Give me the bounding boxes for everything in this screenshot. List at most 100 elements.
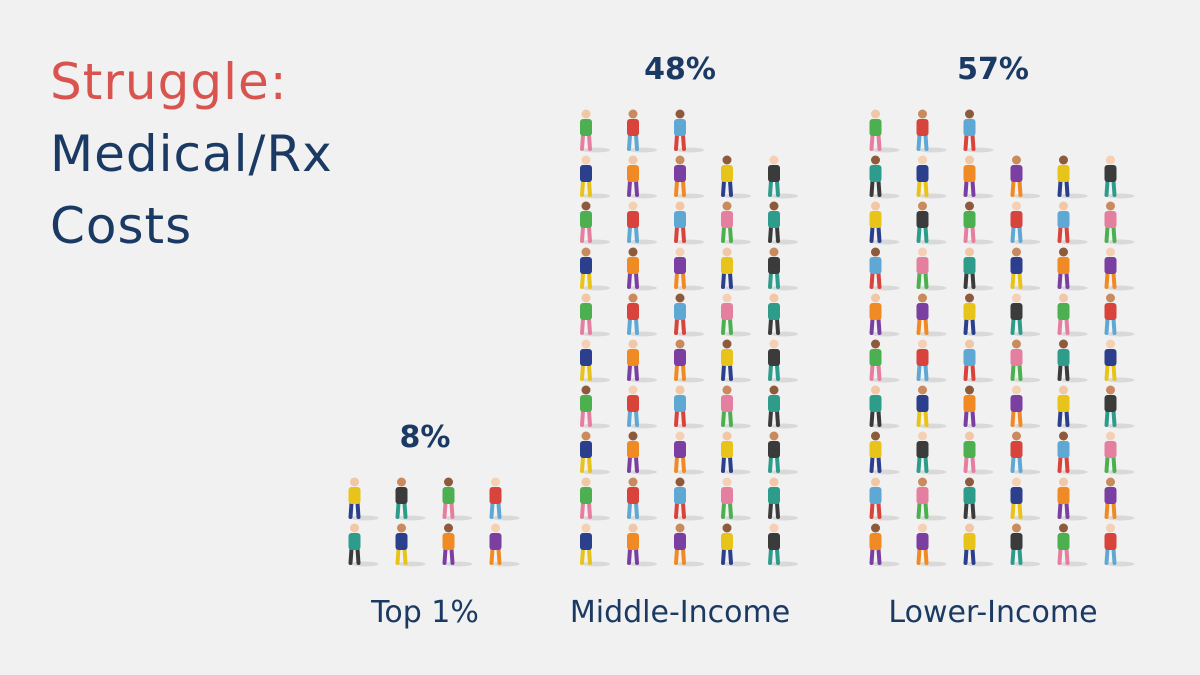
head <box>581 477 591 487</box>
head <box>871 109 880 119</box>
head <box>581 109 591 119</box>
shadow <box>918 193 947 199</box>
head <box>628 155 638 165</box>
shadow <box>918 147 947 153</box>
torso <box>768 211 780 228</box>
torso <box>1057 211 1070 228</box>
head <box>722 339 732 349</box>
leg <box>1104 547 1110 565</box>
head <box>628 477 638 487</box>
torso <box>674 487 686 504</box>
leg <box>587 501 592 519</box>
head <box>871 155 880 165</box>
leg <box>674 455 679 473</box>
leg <box>1017 225 1023 243</box>
head <box>628 247 638 257</box>
torso <box>580 303 592 320</box>
shadow <box>1106 285 1135 291</box>
head <box>581 293 591 303</box>
leg <box>627 409 632 427</box>
head <box>1059 431 1068 441</box>
head <box>769 247 779 257</box>
leg <box>587 271 592 289</box>
torso <box>963 303 976 320</box>
shadow <box>770 285 798 291</box>
title-block: Struggle: Medical/Rx Costs <box>50 46 410 262</box>
head <box>722 247 732 257</box>
leg <box>963 501 969 519</box>
head <box>675 201 685 211</box>
shadow <box>871 331 900 337</box>
leg <box>1010 271 1016 289</box>
head <box>1012 431 1021 441</box>
leg <box>869 455 875 473</box>
leg <box>681 363 686 381</box>
shadow <box>1012 285 1041 291</box>
head <box>581 385 591 395</box>
leg <box>1057 547 1063 565</box>
leg <box>963 179 969 197</box>
torso <box>580 165 592 182</box>
head <box>1106 523 1115 533</box>
head <box>581 201 591 211</box>
shadow <box>723 377 751 383</box>
torso <box>1104 441 1117 458</box>
torso <box>869 533 882 550</box>
leg <box>627 363 632 381</box>
leg <box>580 501 585 519</box>
torso <box>1057 395 1070 412</box>
shadow <box>723 285 751 291</box>
shadow <box>582 561 610 567</box>
shadow <box>918 515 947 521</box>
head <box>769 339 779 349</box>
shadow <box>1106 423 1135 429</box>
shadow <box>723 331 751 337</box>
leg <box>970 271 976 289</box>
shadow <box>871 377 900 383</box>
head <box>871 247 880 257</box>
head <box>965 109 974 119</box>
leg <box>916 225 922 243</box>
leg <box>1104 317 1110 335</box>
torso <box>721 165 733 182</box>
torso <box>674 119 686 136</box>
head <box>769 523 779 533</box>
leg <box>489 501 495 519</box>
shadow <box>871 561 900 567</box>
head <box>918 247 927 257</box>
leg <box>728 271 733 289</box>
leg <box>395 547 401 565</box>
leg <box>869 271 875 289</box>
torso <box>1010 303 1023 320</box>
torso <box>768 349 780 366</box>
leg <box>923 133 929 151</box>
torso <box>916 349 929 366</box>
head <box>491 477 500 487</box>
leg <box>587 547 592 565</box>
shadow <box>770 561 798 567</box>
torso <box>442 533 455 550</box>
shadow <box>629 331 657 337</box>
leg <box>970 179 976 197</box>
leg <box>775 225 780 243</box>
head <box>1059 293 1068 303</box>
leg <box>963 409 969 427</box>
shadow <box>1012 561 1041 567</box>
torso <box>869 119 882 136</box>
leg <box>768 317 773 335</box>
head <box>1012 339 1021 349</box>
leg <box>775 271 780 289</box>
leg <box>1017 455 1023 473</box>
leg <box>1104 225 1110 243</box>
head <box>628 523 638 533</box>
head <box>918 155 927 165</box>
leg <box>721 225 726 243</box>
leg <box>916 501 922 519</box>
shadow <box>582 331 610 337</box>
head <box>397 477 406 487</box>
torso <box>1104 257 1117 274</box>
shadow <box>491 515 520 521</box>
head <box>769 201 779 211</box>
shadow <box>1106 469 1135 475</box>
